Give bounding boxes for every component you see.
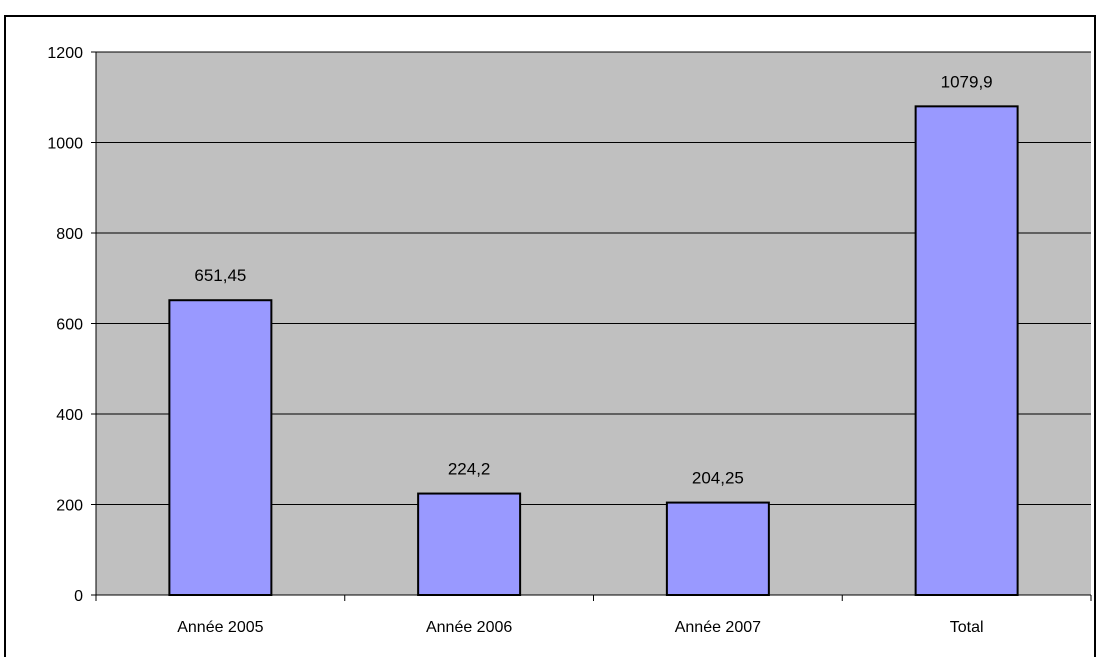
- y-tick-label: 1200: [47, 45, 83, 62]
- labels: 0 200 400 600 800 1000 1200 651,45 Année 2005 224…: [47, 45, 992, 636]
- axes: [91, 51, 1092, 601]
- bar: [417, 492, 522, 596]
- bar: [914, 105, 1019, 597]
- y-tick-label: 1000: [47, 136, 83, 153]
- x-tick-label: Année 2005: [177, 619, 263, 636]
- x-tick-label: Année 2006: [426, 619, 512, 636]
- x-tick-label: Total: [950, 619, 984, 636]
- bar: [665, 501, 770, 596]
- data-label: 204,25: [692, 469, 744, 488]
- data-label: 224,2: [448, 460, 491, 479]
- y-tick-label: 800: [56, 226, 83, 243]
- y-tick-label: 200: [56, 498, 83, 515]
- bar: [168, 299, 273, 596]
- chart-frame: [4, 15, 1096, 657]
- x-tick-label: Année 2007: [675, 619, 761, 636]
- data-label: 651,45: [194, 266, 246, 285]
- y-tick-label: 600: [56, 317, 83, 334]
- y-tick-label: 400: [56, 407, 83, 424]
- y-tick-label: 0: [74, 588, 83, 605]
- data-label: 1079,9: [941, 72, 993, 91]
